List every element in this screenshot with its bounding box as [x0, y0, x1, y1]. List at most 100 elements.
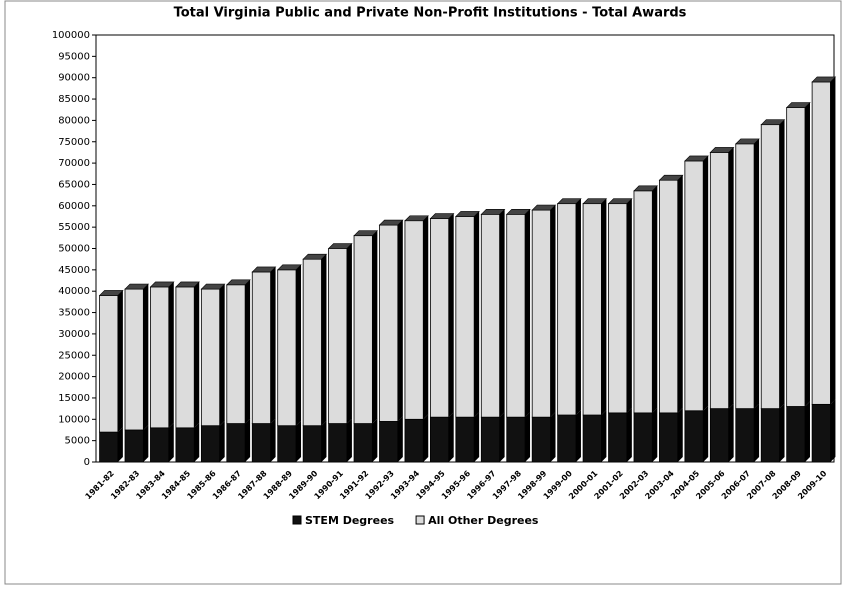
bar-top	[556, 198, 582, 204]
bar-side	[754, 403, 760, 462]
y-tick-label: 35000	[58, 308, 90, 319]
bar-segment	[557, 203, 577, 416]
bar-side	[703, 155, 709, 411]
bar-side	[703, 405, 709, 462]
bar-segment	[328, 248, 348, 424]
bar-segment	[709, 408, 730, 463]
y-tick-label: 65000	[58, 179, 90, 190]
y-tick-label: 40000	[58, 286, 90, 297]
bar-top	[684, 155, 709, 162]
bar-segment	[328, 423, 348, 463]
bar-side	[372, 418, 378, 462]
bar-side	[499, 209, 505, 418]
bar-side	[550, 412, 556, 462]
bar-side	[346, 243, 352, 424]
y-tick-label: 30000	[58, 329, 90, 340]
bar-top	[582, 198, 608, 204]
bar-side	[117, 290, 123, 433]
bar-side	[168, 281, 174, 428]
bar-segment	[150, 286, 170, 429]
bar-side	[830, 76, 836, 405]
bar-segment	[531, 416, 551, 463]
bar-side	[346, 418, 352, 462]
bar-top	[658, 174, 684, 181]
y-tick-label: 60000	[58, 201, 90, 212]
bar-top	[633, 185, 659, 192]
bar-top	[455, 211, 480, 217]
bar-top	[302, 253, 328, 260]
bar-side	[601, 198, 607, 416]
bar-side	[601, 410, 607, 462]
bar-segment	[506, 213, 526, 418]
bar-side	[423, 215, 429, 420]
bar-segment	[251, 423, 271, 463]
bar-side	[270, 418, 276, 462]
bar-segment	[99, 431, 119, 463]
bar-side	[677, 175, 683, 413]
bar-segment	[429, 218, 450, 418]
bar-top	[378, 219, 404, 226]
bar-top	[276, 264, 302, 271]
bar-side	[804, 102, 810, 407]
bar-top	[709, 147, 735, 153]
bar-segment	[811, 81, 831, 405]
y-tick-label: 70000	[58, 158, 90, 169]
bar-segment	[226, 423, 246, 463]
bar-segment	[251, 271, 271, 424]
bar-segment	[659, 179, 679, 414]
bar-segment	[735, 408, 755, 463]
bar-side	[194, 281, 200, 428]
bar-segment	[455, 416, 475, 463]
legend-label: STEM Degrees	[305, 514, 395, 527]
bar-segment	[226, 284, 246, 424]
bar-segment	[379, 421, 399, 463]
y-tick-label: 100000	[52, 30, 90, 41]
chart-title: Total Virginia Public and Private Non-Pr…	[174, 6, 687, 21]
bar-side	[728, 147, 734, 409]
bar-segment	[659, 412, 679, 463]
bar-segment	[582, 203, 602, 416]
bar-segment	[277, 269, 297, 427]
y-tick-label: 5000	[65, 436, 90, 447]
y-tick-label: 20000	[58, 372, 90, 383]
bar-side	[397, 416, 403, 462]
bar-side	[296, 420, 302, 462]
bar-side	[397, 220, 403, 422]
bar-top	[811, 76, 837, 83]
legend-label: All Other Degrees	[428, 514, 539, 527]
bar-top	[149, 281, 175, 288]
bar-side	[143, 284, 149, 430]
bar-top	[327, 243, 353, 249]
legend-swatch	[292, 515, 302, 525]
y-tick-label: 45000	[58, 265, 90, 276]
bar-top	[175, 281, 200, 288]
bar-side	[779, 119, 785, 409]
y-tick-label: 0	[84, 457, 90, 468]
bar-side	[525, 412, 531, 462]
bar-segment	[124, 429, 144, 463]
bar-segment	[709, 152, 730, 410]
bar-top	[200, 283, 226, 290]
bar-side	[117, 427, 123, 462]
y-tick-label: 50000	[58, 244, 90, 255]
bar-side	[448, 213, 454, 418]
bar-side	[804, 401, 810, 462]
bar-side	[372, 230, 378, 424]
bar-segment	[429, 416, 450, 463]
bar-segment	[175, 427, 195, 463]
y-tick-label: 95000	[58, 51, 90, 62]
bar-segment	[99, 295, 119, 433]
bar-segment	[684, 160, 704, 412]
bar-side	[474, 211, 480, 418]
bar-side	[652, 407, 658, 462]
bar-top	[98, 290, 124, 296]
bar-side	[168, 422, 174, 462]
bar-side	[474, 412, 480, 462]
bar-segment	[786, 406, 806, 463]
bar-top	[760, 119, 786, 125]
bar-segment	[353, 235, 373, 424]
y-tick-label: 25000	[58, 350, 90, 361]
bar-segment	[582, 414, 602, 463]
bar-side	[321, 420, 327, 462]
